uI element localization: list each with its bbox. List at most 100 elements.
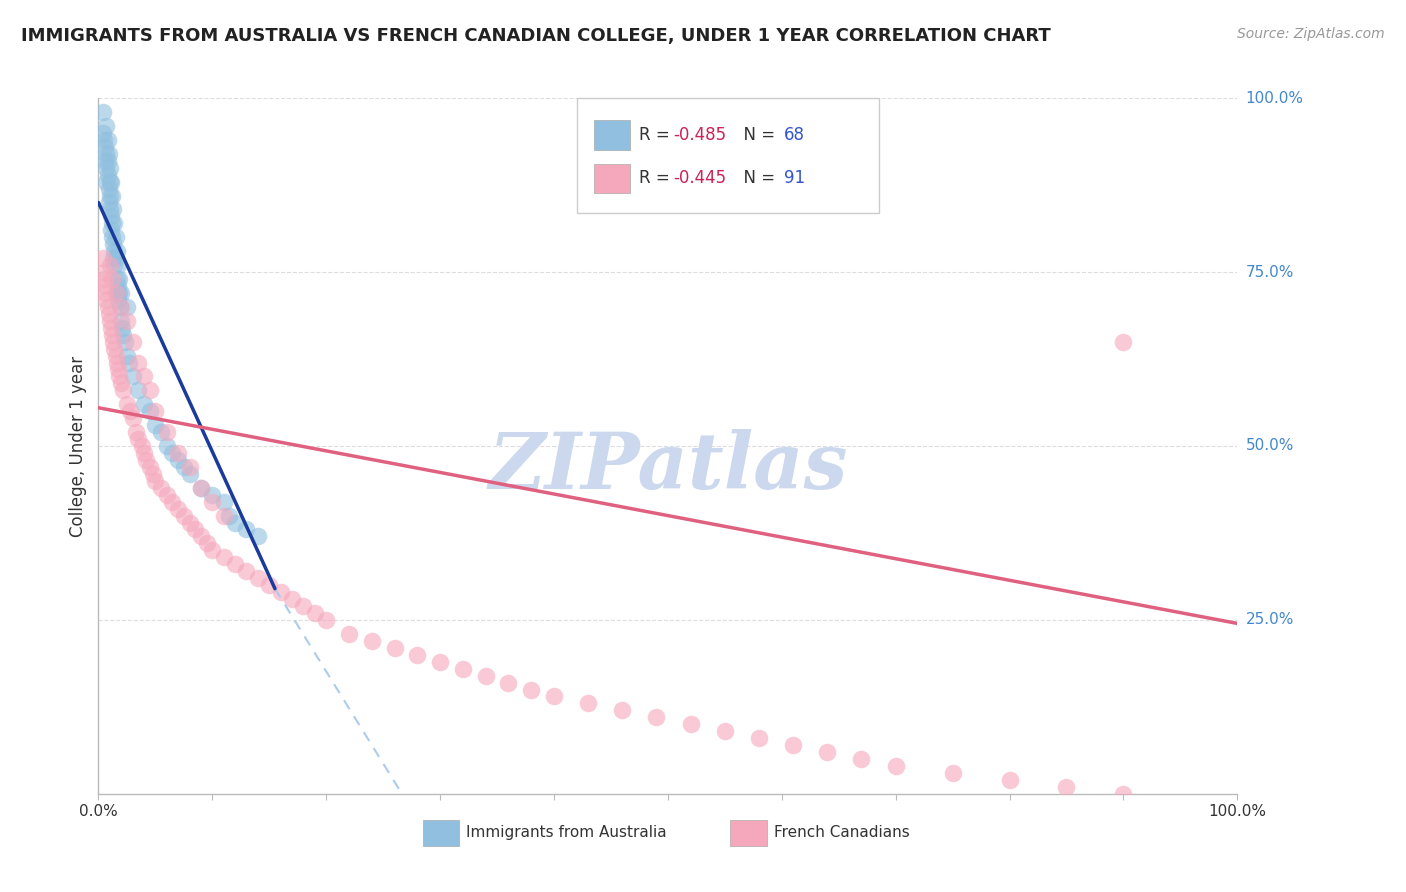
Point — [138, 404, 160, 418]
Point — [167, 446, 190, 460]
Point — [101, 188, 124, 202]
Point — [142, 467, 165, 481]
Point — [96, 175, 118, 189]
Point — [145, 474, 167, 488]
Point — [96, 153, 118, 168]
Point — [246, 529, 269, 543]
Point — [103, 237, 125, 252]
Point — [429, 655, 451, 669]
Point — [94, 140, 117, 154]
Point — [91, 251, 114, 265]
Point — [132, 446, 155, 460]
Point — [131, 439, 153, 453]
Point — [107, 279, 129, 293]
Point — [679, 717, 702, 731]
Point — [100, 210, 122, 224]
Point — [98, 314, 121, 328]
Point — [107, 362, 129, 376]
Point — [96, 161, 118, 175]
Point — [195, 536, 218, 550]
Text: R =: R = — [640, 126, 675, 144]
Point — [93, 133, 115, 147]
Point — [94, 153, 117, 168]
Point — [110, 314, 132, 328]
Point — [103, 251, 125, 265]
Point — [451, 662, 474, 676]
Point — [108, 272, 131, 286]
Point — [235, 564, 257, 578]
Point — [304, 606, 326, 620]
Point — [114, 334, 136, 349]
Point — [782, 738, 804, 752]
Point — [101, 272, 124, 286]
Point — [173, 508, 195, 523]
Point — [884, 759, 907, 773]
Point — [315, 613, 337, 627]
Point — [115, 300, 138, 314]
Point — [98, 161, 121, 175]
Point — [942, 766, 965, 780]
Point — [520, 682, 543, 697]
Point — [103, 334, 125, 349]
Point — [190, 481, 212, 495]
Point — [145, 404, 167, 418]
Point — [259, 578, 281, 592]
Text: ZIPatlas: ZIPatlas — [488, 429, 848, 505]
Point — [98, 202, 121, 217]
Point — [94, 285, 117, 300]
Point — [576, 697, 599, 711]
Point — [104, 349, 127, 363]
Point — [246, 571, 269, 585]
Point — [270, 585, 292, 599]
Point — [292, 599, 315, 613]
FancyBboxPatch shape — [593, 120, 630, 150]
Point — [167, 453, 190, 467]
FancyBboxPatch shape — [423, 820, 460, 846]
FancyBboxPatch shape — [593, 163, 630, 193]
Point — [127, 384, 149, 398]
Point — [201, 543, 224, 558]
Point — [212, 494, 235, 508]
Point — [96, 133, 118, 147]
Point — [190, 481, 212, 495]
Point — [103, 258, 125, 272]
Point — [110, 300, 132, 314]
FancyBboxPatch shape — [731, 820, 766, 846]
Point — [212, 550, 235, 565]
Point — [105, 355, 128, 369]
Point — [108, 300, 131, 314]
Point — [100, 223, 122, 237]
Point — [184, 523, 207, 537]
Point — [105, 285, 128, 300]
Point — [96, 119, 118, 133]
Text: 50.0%: 50.0% — [1246, 439, 1294, 453]
Point — [190, 529, 212, 543]
Point — [218, 508, 240, 523]
Point — [121, 334, 143, 349]
Point — [645, 710, 668, 724]
Point — [103, 342, 125, 356]
Text: French Canadians: French Canadians — [773, 825, 910, 840]
Point — [135, 453, 157, 467]
Text: N =: N = — [733, 126, 780, 144]
Point — [224, 516, 246, 530]
Point — [212, 508, 235, 523]
Point — [97, 181, 120, 195]
Point — [107, 293, 129, 307]
Text: -0.445: -0.445 — [673, 169, 727, 187]
Point — [100, 320, 122, 334]
Text: Source: ZipAtlas.com: Source: ZipAtlas.com — [1237, 27, 1385, 41]
Point — [235, 523, 257, 537]
Point — [100, 175, 122, 189]
Point — [127, 432, 149, 446]
Point — [104, 285, 127, 300]
Point — [96, 146, 118, 161]
Point — [150, 481, 173, 495]
Point — [103, 244, 125, 259]
Point — [173, 459, 195, 474]
Y-axis label: College, Under 1 year: College, Under 1 year — [69, 355, 87, 537]
Point — [498, 675, 520, 690]
Text: N =: N = — [733, 169, 780, 187]
Point — [105, 272, 128, 286]
Point — [97, 195, 120, 210]
